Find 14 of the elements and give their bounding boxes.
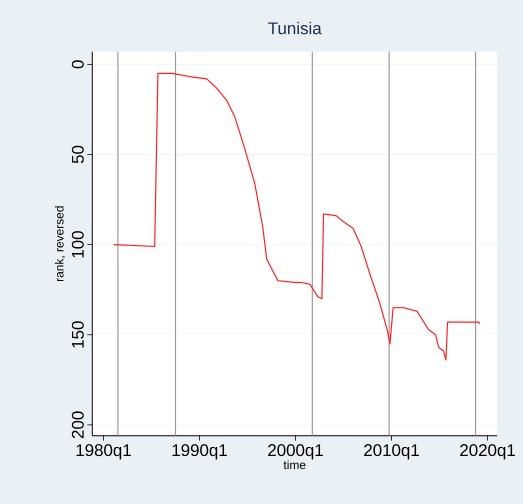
y-axis-title: rank, reversed — [54, 206, 65, 281]
chart-title: Tunisia — [268, 22, 322, 34]
y-tick-label: 150 — [72, 321, 84, 348]
x-tick-label: 2000q1 — [268, 444, 323, 460]
x-tick-label: 2020q1 — [460, 444, 515, 460]
y-tick-label: 0 — [72, 60, 84, 68]
x-tick-label: 1980q1 — [76, 444, 131, 460]
x-tick-label: 1990q1 — [172, 444, 227, 460]
line-series — [113, 72, 480, 360]
y-tick-label: 200 — [72, 411, 84, 438]
y-tick-label: 100 — [72, 231, 84, 258]
x-axis-title: time — [284, 460, 306, 469]
x-tick-label: 2010q1 — [364, 444, 419, 460]
y-tick-label: 50 — [72, 146, 84, 164]
